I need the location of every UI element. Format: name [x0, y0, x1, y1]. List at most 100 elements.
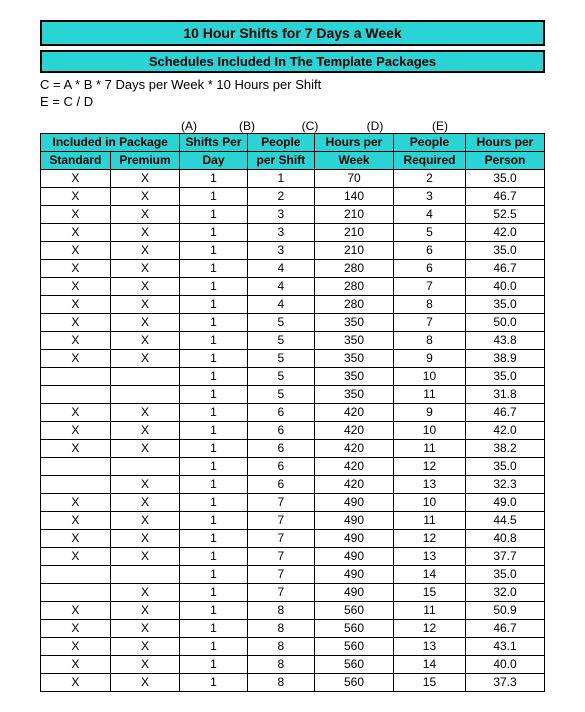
cell-std: X — [41, 674, 111, 692]
hint-a: (A) — [160, 119, 218, 133]
cell-c: 210 — [315, 242, 394, 260]
header-c1: Hours per — [315, 134, 394, 152]
cell-d: 13 — [393, 476, 465, 494]
cell-c: 490 — [315, 530, 394, 548]
cell-a: 1 — [180, 584, 247, 602]
cell-c: 560 — [315, 656, 394, 674]
cell-std: X — [41, 242, 111, 260]
table-row: 174901435.0 — [41, 566, 545, 584]
cell-std: X — [41, 188, 111, 206]
cell-c: 350 — [315, 314, 394, 332]
cell-b: 7 — [247, 548, 314, 566]
cell-prem: X — [110, 440, 180, 458]
cell-a: 1 — [180, 386, 247, 404]
cell-std: X — [41, 422, 111, 440]
cell-d: 9 — [393, 404, 465, 422]
cell-std: X — [41, 656, 111, 674]
formula-line-1: C = A * B * 7 Days per Week * 10 Hours p… — [40, 77, 545, 92]
cell-c: 420 — [315, 422, 394, 440]
cell-b: 5 — [247, 314, 314, 332]
cell-std — [41, 386, 111, 404]
cell-prem: X — [110, 494, 180, 512]
cell-e: 42.0 — [465, 224, 544, 242]
cell-b: 8 — [247, 674, 314, 692]
cell-prem: X — [110, 224, 180, 242]
cell-prem: X — [110, 422, 180, 440]
cell-b: 7 — [247, 494, 314, 512]
cell-a: 1 — [180, 440, 247, 458]
cell-std: X — [41, 224, 111, 242]
cell-b: 5 — [247, 350, 314, 368]
cell-d: 10 — [393, 368, 465, 386]
cell-b: 7 — [247, 584, 314, 602]
cell-e: 52.5 — [465, 206, 544, 224]
formula-line-2: E = C / D — [40, 94, 545, 109]
header-e1: Hours per — [465, 134, 544, 152]
table-row: XX174901144.5 — [41, 512, 545, 530]
cell-e: 50.9 — [465, 602, 544, 620]
cell-b: 6 — [247, 404, 314, 422]
table-row: XX185601343.1 — [41, 638, 545, 656]
cell-c: 420 — [315, 476, 394, 494]
cell-std: X — [41, 602, 111, 620]
table-row: XX185601537.3 — [41, 674, 545, 692]
cell-std — [41, 476, 111, 494]
cell-d: 11 — [393, 386, 465, 404]
cell-a: 1 — [180, 530, 247, 548]
cell-a: 1 — [180, 494, 247, 512]
cell-a: 1 — [180, 566, 247, 584]
cell-std: X — [41, 404, 111, 422]
cell-prem: X — [110, 206, 180, 224]
cell-prem: X — [110, 602, 180, 620]
cell-a: 1 — [180, 620, 247, 638]
cell-a: 1 — [180, 296, 247, 314]
header-a2: Day — [180, 152, 247, 170]
cell-e: 43.8 — [465, 332, 544, 350]
cell-a: 1 — [180, 638, 247, 656]
cell-b: 8 — [247, 638, 314, 656]
cell-a: 1 — [180, 602, 247, 620]
cell-std — [41, 368, 111, 386]
table-row: XX164201138.2 — [41, 440, 545, 458]
cell-std: X — [41, 530, 111, 548]
cell-e: 32.0 — [465, 584, 544, 602]
cell-d: 11 — [393, 602, 465, 620]
cell-prem — [110, 386, 180, 404]
cell-d: 14 — [393, 656, 465, 674]
cell-a: 1 — [180, 512, 247, 530]
title-bar-2: Schedules Included In The Template Packa… — [40, 50, 545, 73]
cell-d: 3 — [393, 188, 465, 206]
cell-e: 35.0 — [465, 368, 544, 386]
cell-a: 1 — [180, 332, 247, 350]
cell-b: 5 — [247, 332, 314, 350]
cell-e: 46.7 — [465, 404, 544, 422]
cell-d: 4 — [393, 206, 465, 224]
cell-d: 8 — [393, 332, 465, 350]
cell-prem — [110, 368, 180, 386]
header-d1: People — [393, 134, 465, 152]
hint-c: (C) — [276, 119, 344, 133]
cell-b: 3 — [247, 242, 314, 260]
cell-b: 6 — [247, 440, 314, 458]
header-b2: per Shift — [247, 152, 314, 170]
cell-d: 6 — [393, 260, 465, 278]
cell-d: 15 — [393, 674, 465, 692]
cell-c: 140 — [315, 188, 394, 206]
cell-d: 11 — [393, 512, 465, 530]
cell-d: 13 — [393, 638, 465, 656]
cell-c: 420 — [315, 404, 394, 422]
cell-b: 1 — [247, 170, 314, 188]
cell-a: 1 — [180, 260, 247, 278]
cell-a: 1 — [180, 224, 247, 242]
cell-b: 7 — [247, 566, 314, 584]
cell-b: 4 — [247, 260, 314, 278]
header-package: Included in Package — [41, 134, 180, 152]
table-row: XX164201042.0 — [41, 422, 545, 440]
cell-e: 40.0 — [465, 278, 544, 296]
column-hint-row: (A) (B) (C) (D) (E) — [40, 119, 545, 133]
cell-prem: X — [110, 278, 180, 296]
table-row: XX174901337.7 — [41, 548, 545, 566]
cell-b: 5 — [247, 386, 314, 404]
cell-e: 32.3 — [465, 476, 544, 494]
cell-e: 35.0 — [465, 458, 544, 476]
